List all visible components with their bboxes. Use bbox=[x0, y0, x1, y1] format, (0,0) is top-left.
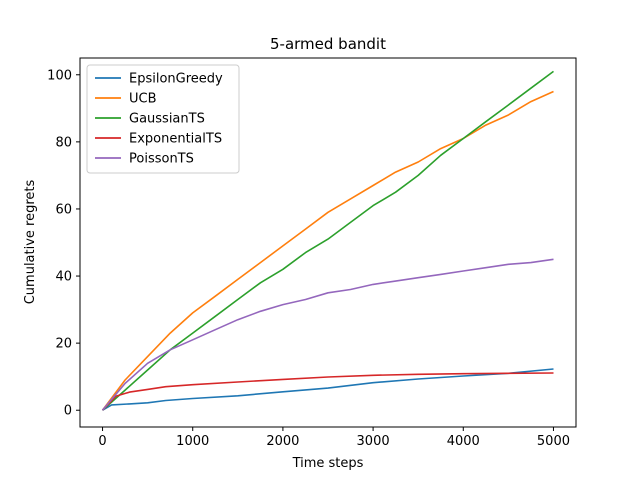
y-tick-label-0: 0 bbox=[64, 404, 72, 419]
series-line-1 bbox=[101, 90, 554, 411]
legend-label-2: GaussianTS bbox=[129, 112, 205, 127]
y-tick-label-3: 60 bbox=[55, 202, 72, 217]
x-tick-label-4: 4000 bbox=[447, 434, 480, 449]
series-line-4 bbox=[101, 258, 554, 411]
x-tick-label-3: 3000 bbox=[357, 434, 390, 449]
y-tick-label-4: 80 bbox=[55, 135, 72, 150]
x-axis-label: Time steps bbox=[292, 456, 364, 471]
legend-box bbox=[86, 64, 240, 174]
legend-label-4: PoissonTS bbox=[129, 152, 194, 167]
plot-frame bbox=[79, 57, 577, 428]
legend-label-1: UCB bbox=[129, 92, 157, 107]
x-tick-label-2: 2000 bbox=[266, 434, 299, 449]
legend-label-3: ExponentialTS bbox=[129, 132, 222, 147]
x-tick-label-5: 5000 bbox=[537, 434, 570, 449]
series-layer bbox=[101, 70, 554, 411]
y-tick-label-5: 100 bbox=[47, 68, 72, 83]
chart-title: 5-armed bandit bbox=[270, 35, 386, 53]
y-tick-label-2: 40 bbox=[55, 270, 72, 285]
axes-layer: 0 1000 2000 3000 4000 5000 0 20 40 60 80 100 bbox=[47, 68, 570, 449]
x-tick-label-1: 1000 bbox=[176, 434, 209, 449]
y-axis-label: Cumulative regrets bbox=[23, 179, 38, 304]
series-line-0 bbox=[102, 368, 554, 411]
legend-label-0: EpsilonGreedy bbox=[129, 72, 223, 87]
series-line-2 bbox=[101, 70, 554, 411]
x-tick-label-0: 0 bbox=[98, 434, 106, 449]
series-line-3 bbox=[101, 372, 554, 411]
legend: EpsilonGreedy UCB GaussianTS ExponentialTS P… bbox=[86, 64, 240, 174]
y-tick-label-1: 20 bbox=[55, 337, 72, 352]
